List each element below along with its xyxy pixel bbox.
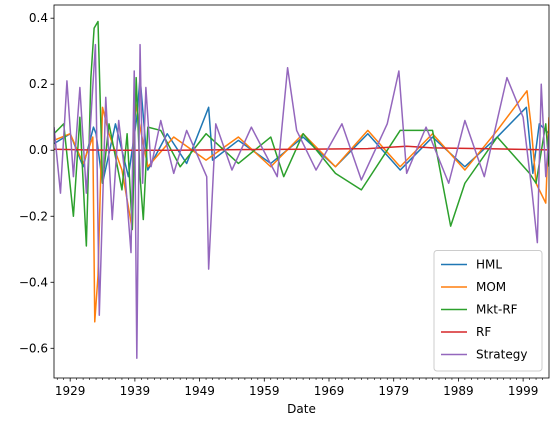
x-tick-label: 1989 [443, 384, 474, 398]
y-axis: −0.6 −0.4 −0.2 0.0 0.2 0.4 [19, 11, 54, 355]
x-tick-label: 1949 [184, 384, 215, 398]
x-axis-label: Date [287, 402, 316, 416]
x-tick-label: 1929 [55, 384, 86, 398]
y-tick-label: −0.2 [19, 209, 48, 223]
y-tick-label: −0.4 [19, 275, 48, 289]
series-line-mkt-rf [54, 20, 549, 247]
x-axis: 1929 1939 1949 1959 1969 1979 1989 1999 [55, 378, 543, 398]
series-layer [54, 20, 549, 359]
legend-label-rf: RF [476, 325, 491, 339]
legend-box [433, 250, 543, 372]
y-tick-label: −0.6 [19, 341, 48, 355]
series-line-strategy [54, 43, 549, 359]
x-tick-label: 1939 [120, 384, 151, 398]
x-tick-label: 1959 [249, 384, 280, 398]
y-tick-label: 0.4 [29, 11, 48, 25]
x-tick-label: 1979 [378, 384, 409, 398]
legend: HML MOM Mkt-RF RF Strategy [433, 250, 543, 372]
x-tick-label: 1969 [314, 384, 345, 398]
y-tick-label: 0.0 [29, 143, 48, 157]
x-tick-label: 1999 [508, 384, 539, 398]
legend-label-strategy: Strategy [476, 348, 527, 362]
y-tick-label: 0.2 [29, 77, 48, 91]
legend-label-mom: MOM [476, 280, 506, 294]
legend-label-mkt-rf: Mkt-RF [476, 303, 518, 317]
plot-frame [53, 4, 550, 379]
legend-label-hml: HML [476, 258, 502, 272]
series-line-hml [54, 76, 549, 184]
